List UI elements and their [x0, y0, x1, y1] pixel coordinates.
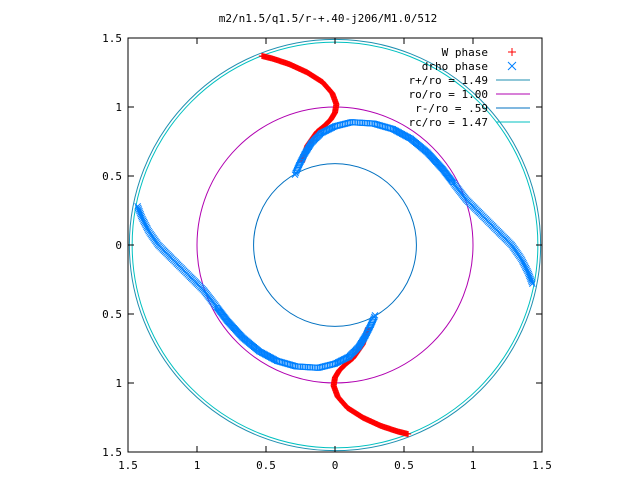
- x-tick-label: 1: [194, 459, 201, 472]
- drho-phase-point: [310, 364, 317, 371]
- data-series: [134, 52, 536, 438]
- x-tick-label: 0.5: [394, 459, 414, 472]
- drho-phase-point: [355, 119, 362, 126]
- drho-phase-point: [528, 280, 536, 287]
- drho-phase-point: [134, 203, 142, 210]
- legend-label: ro/ro = 1.00: [409, 88, 488, 101]
- x-tick-label: 0: [332, 459, 339, 472]
- drho-phase-point: [528, 278, 536, 286]
- circle-r-ro-2: [253, 163, 417, 327]
- x-tick-label: 0.5: [256, 459, 276, 472]
- y-tick-label: 1.5: [102, 446, 122, 459]
- y-tick-label: 0.5: [102, 170, 122, 183]
- legend-label: W phase: [442, 46, 488, 59]
- legend-label: drho phase: [422, 60, 488, 73]
- drho-phase-point: [134, 204, 142, 212]
- drho-phase-point: [296, 363, 303, 370]
- drho-phase-point: [305, 364, 312, 371]
- y-tick-label: 0: [115, 239, 122, 252]
- x-tick-label: 1.5: [118, 459, 138, 472]
- y-tick-label: 1: [115, 377, 122, 390]
- drho-phase-point: [298, 363, 305, 370]
- drho-phase-point: [301, 363, 308, 370]
- drho-phase-point: [312, 364, 319, 371]
- drho-phase-point: [448, 177, 455, 184]
- w-phase-point: [508, 48, 516, 56]
- x-tick-label: 1.5: [532, 459, 552, 472]
- drho-phase-point: [363, 120, 370, 127]
- drho-phase-point: [365, 120, 372, 127]
- legend-label: r-/ro = .59: [415, 102, 488, 115]
- x-tick-label: 1: [470, 459, 477, 472]
- y-tick-label: 1: [115, 101, 122, 114]
- drho-phase-point: [357, 119, 364, 126]
- drho-phase-point: [353, 119, 360, 126]
- circle-roro-1: [196, 106, 474, 384]
- drho-phase-point: [306, 364, 313, 371]
- drho-phase-point: [358, 119, 365, 126]
- chart-title: m2/n1.5/q1.5/r-+.40-j206/M1.0/512: [219, 12, 438, 25]
- drho-phase-point: [300, 363, 307, 370]
- y-axis: 1.5 1 0.5 0 0.5 1 1.5: [102, 32, 542, 459]
- drho-phase-point: [362, 120, 369, 127]
- drho-phase-point: [308, 364, 315, 371]
- drho-phase-point: [360, 119, 367, 126]
- drho-phase-point: [367, 120, 374, 127]
- legend-label: r+/ro = 1.49: [409, 74, 488, 87]
- x-axis: 1.5 1 0.5 0 0.5 1 1.5: [118, 38, 552, 472]
- drho-phase-point: [303, 364, 310, 371]
- legend-label: rc/ro = 1.47: [409, 116, 488, 129]
- drho-phase-point: [507, 61, 517, 71]
- drho-phase-point: [351, 119, 358, 126]
- y-tick-label: 0.5: [102, 308, 122, 321]
- y-tick-label: 1.5: [102, 32, 122, 45]
- drho-phase-point: [215, 306, 222, 313]
